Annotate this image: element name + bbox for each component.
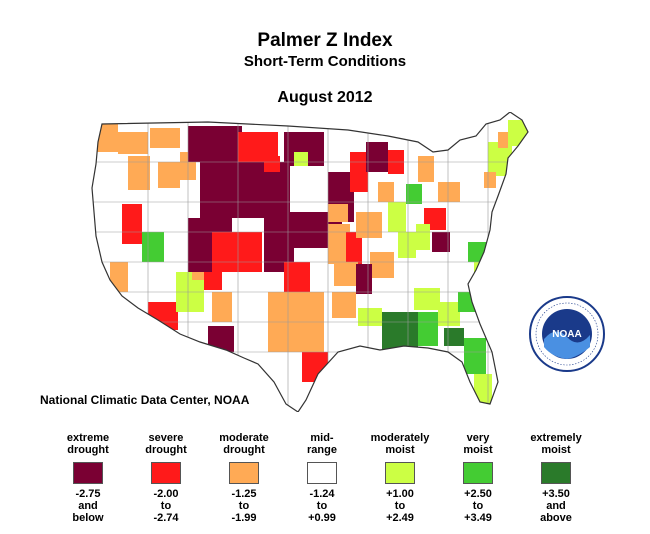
legend-swatch: [463, 462, 493, 484]
credit-text: National Climatic Data Center, NOAA: [40, 393, 250, 407]
legend-range: -2.00 to -2.74: [153, 488, 179, 524]
legend-label: moderately moist: [370, 432, 430, 456]
legend-swatch: [307, 462, 337, 484]
legend-swatch: [541, 462, 571, 484]
legend-swatch: [385, 462, 415, 484]
map-svg: [91, 112, 529, 412]
legend-range: -1.25 to -1.99: [231, 488, 257, 524]
legend-item: extremely moist +3.50 and above: [516, 430, 596, 524]
us-outline: [91, 112, 529, 412]
noaa-logo-icon: NOAA: [528, 295, 606, 373]
legend-swatch: [73, 462, 103, 484]
legend-label: very moist: [463, 432, 493, 456]
legend-item: moderately moist +1.00 to +2.49: [360, 430, 440, 524]
legend-label: extreme drought: [66, 432, 110, 456]
legend-swatch: [151, 462, 181, 484]
map-title: Palmer Z Index: [257, 30, 393, 51]
legend-label: severe drought: [145, 432, 187, 456]
legend: extreme drought -2.75 and below severe dro…: [48, 430, 608, 530]
legend-label: extremely moist: [530, 432, 582, 456]
legend-swatch: [229, 462, 259, 484]
legend-item: extreme drought -2.75 and below: [48, 430, 128, 524]
legend-range: +2.50 to +3.49: [464, 488, 492, 524]
legend-range: -1.24 to +0.99: [308, 488, 336, 524]
legend-item: very moist +2.50 to +3.49: [438, 430, 518, 524]
us-climate-division-map: [88, 112, 568, 412]
legend-label: mid- range: [307, 432, 337, 456]
legend-range: +3.50 and above: [540, 488, 572, 524]
legend-item: mid- range -1.24 to +0.99: [282, 430, 362, 524]
legend-label: moderate drought: [219, 432, 269, 456]
legend-item: severe drought -2.00 to -2.74: [126, 430, 206, 524]
logo-text: NOAA: [552, 329, 581, 340]
legend-item: moderate drought -1.25 to -1.99: [204, 430, 284, 524]
legend-range: +1.00 to +2.49: [386, 488, 414, 524]
legend-range: -2.75 and below: [72, 488, 104, 524]
map-date: August 2012: [277, 89, 373, 106]
map-subtitle: Short-Term Conditions: [243, 53, 407, 70]
